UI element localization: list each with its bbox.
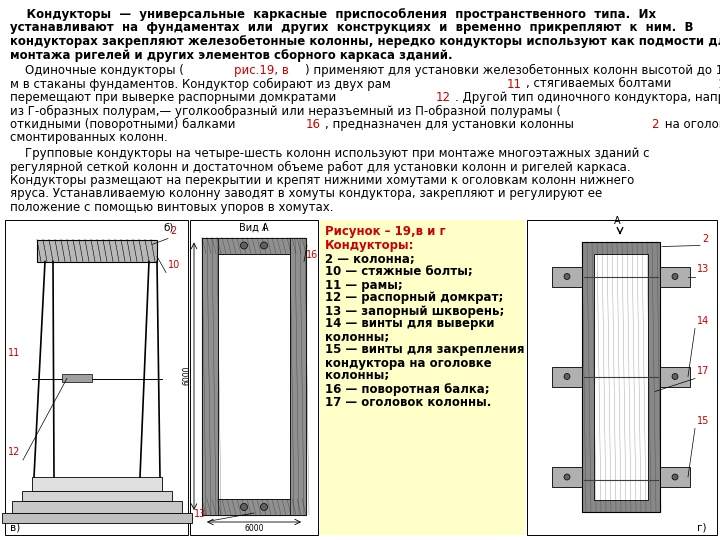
- Circle shape: [261, 242, 268, 249]
- Text: из Г-образных полурам,— уголкообразный или неразъемный из П-образной полурамы (: из Г-образных полурам,— уголкообразный и…: [10, 105, 561, 118]
- Bar: [552, 467, 582, 487]
- Bar: [552, 267, 582, 287]
- Bar: [202, 238, 218, 515]
- Text: г): г): [697, 522, 706, 532]
- Text: яруса. Устанавливаемую колонну заводят в хомуты кондуктора, закрепляют и регулир: яруса. Устанавливаемую колонну заводят в…: [10, 187, 602, 200]
- Text: Кондукторы размещают на перекрытии и крепят нижними хомутами к оголовкам колонн : Кондукторы размещают на перекрытии и кре…: [10, 174, 634, 187]
- Text: 10: 10: [168, 260, 180, 269]
- Text: ) применяют для установки железобетонных колонн высотой до 12: ) применяют для установки железобетонных…: [305, 64, 720, 77]
- Bar: [32, 477, 162, 491]
- Text: 11 — рамы;: 11 — рамы;: [325, 279, 402, 292]
- Text: 17: 17: [697, 367, 709, 376]
- Text: 15: 15: [697, 416, 709, 427]
- Text: кондукторах закрепляют железобетонные колонны, нередко кондукторы используют как: кондукторах закрепляют железобетонные ко…: [10, 35, 720, 48]
- Text: 11: 11: [8, 348, 20, 359]
- Text: положение с помощью винтовых упоров в хомутах.: положение с помощью винтовых упоров в хо…: [10, 201, 333, 214]
- Text: 13: 13: [697, 265, 709, 274]
- Bar: [2, 513, 192, 523]
- Bar: [62, 374, 92, 382]
- Text: на оголовки: на оголовки: [661, 118, 720, 131]
- Circle shape: [240, 242, 248, 249]
- Bar: [5, 219, 188, 535]
- Text: Рисунок – 19,в и г: Рисунок – 19,в и г: [325, 225, 446, 238]
- Bar: [660, 367, 690, 387]
- Circle shape: [672, 374, 678, 380]
- Text: Вид А: Вид А: [239, 222, 269, 233]
- Text: 2: 2: [651, 118, 659, 131]
- Text: , предназначен для установки колонны: , предназначен для установки колонны: [325, 118, 577, 131]
- Text: 12: 12: [8, 447, 20, 457]
- Circle shape: [261, 503, 268, 510]
- Text: 2 — колонна;: 2 — колонна;: [325, 253, 415, 266]
- Text: перемещают при выверке распорными домкратами: перемещают при выверке распорными домкра…: [10, 91, 340, 104]
- Text: колонны;: колонны;: [325, 330, 390, 343]
- Text: монтажа ригелей и других элементов сборного каркаса зданий.: монтажа ригелей и других элементов сборн…: [10, 49, 453, 62]
- Bar: [12, 501, 182, 513]
- Text: 6000: 6000: [244, 524, 264, 533]
- Bar: [202, 238, 306, 253]
- Circle shape: [564, 474, 570, 480]
- Circle shape: [672, 474, 678, 480]
- Circle shape: [672, 273, 678, 280]
- Bar: [527, 219, 717, 535]
- Text: Кондукторы:: Кондукторы:: [325, 239, 415, 252]
- Text: 16: 16: [306, 249, 318, 260]
- Bar: [202, 499, 306, 515]
- Text: 14 — винты для выверки: 14 — винты для выверки: [325, 318, 495, 330]
- Text: б): б): [163, 222, 174, 233]
- Text: 12: 12: [436, 91, 451, 104]
- Text: Кондукторы  —  универсальные  каркасные  приспособления  пространственного  типа: Кондукторы — универсальные каркасные при…: [10, 8, 656, 21]
- Bar: [202, 238, 306, 515]
- Text: 16: 16: [306, 118, 321, 131]
- Bar: [582, 241, 660, 512]
- Text: 13: 13: [194, 509, 206, 519]
- Text: регулярной сеткой колонн и достаточном объеме работ для установки колонн и ригел: регулярной сеткой колонн и достаточном о…: [10, 160, 631, 173]
- Text: смонтированных колонн.: смонтированных колонн.: [10, 132, 168, 145]
- Text: устанавливают  на  фундаментах  или  других  конструкциях  и  временно  прикрепл: устанавливают на фундаментах или других …: [10, 22, 693, 35]
- Bar: [37, 240, 157, 261]
- Text: 11: 11: [506, 78, 521, 91]
- Text: колонны;: колонны;: [325, 369, 390, 382]
- Text: рис.19, в: рис.19, в: [234, 64, 289, 77]
- Bar: [320, 219, 525, 535]
- Text: . Другой тип одиночного кондуктора, например: . Другой тип одиночного кондуктора, напр…: [455, 91, 720, 104]
- Text: 10 — стяжные болты;: 10 — стяжные болты;: [325, 266, 473, 279]
- Text: 17 — оголовок колонны.: 17 — оголовок колонны.: [325, 395, 491, 408]
- Text: Групповые кондукторы на четыре-шесть колонн используют при монтаже многоэтажных : Групповые кондукторы на четыре-шесть кол…: [10, 147, 649, 160]
- Bar: [552, 367, 582, 387]
- Text: 10: 10: [718, 78, 720, 91]
- Text: в): в): [10, 522, 20, 532]
- Text: кондуктора на оголовке: кондуктора на оголовке: [325, 356, 492, 369]
- Bar: [660, 267, 690, 287]
- Bar: [190, 219, 318, 535]
- Text: , стягиваемых болтами: , стягиваемых болтами: [526, 78, 675, 91]
- Text: 12 — распорный домкрат;: 12 — распорный домкрат;: [325, 292, 503, 305]
- Text: 16 — поворотная балка;: 16 — поворотная балка;: [325, 382, 490, 395]
- Bar: [660, 467, 690, 487]
- Text: 2: 2: [170, 226, 176, 237]
- Circle shape: [564, 273, 570, 280]
- Bar: [22, 491, 172, 501]
- Text: А: А: [614, 215, 621, 226]
- Bar: [594, 253, 648, 500]
- Bar: [218, 253, 290, 499]
- Bar: [290, 238, 306, 515]
- Text: 15 — винты для закрепления: 15 — винты для закрепления: [325, 343, 524, 356]
- Text: 2: 2: [702, 233, 708, 244]
- Text: откидными (поворотными) балками: откидными (поворотными) балками: [10, 118, 239, 131]
- Circle shape: [564, 374, 570, 380]
- Text: 6000: 6000: [183, 366, 192, 385]
- Text: 13 — запорный шкворень;: 13 — запорный шкворень;: [325, 305, 505, 318]
- Text: м в стаканы фундаментов. Кондуктор собирают из двух рам: м в стаканы фундаментов. Кондуктор собир…: [10, 78, 395, 91]
- Text: Одиночные кондукторы (: Одиночные кондукторы (: [10, 64, 184, 77]
- Circle shape: [240, 503, 248, 510]
- Text: 14: 14: [697, 316, 709, 327]
